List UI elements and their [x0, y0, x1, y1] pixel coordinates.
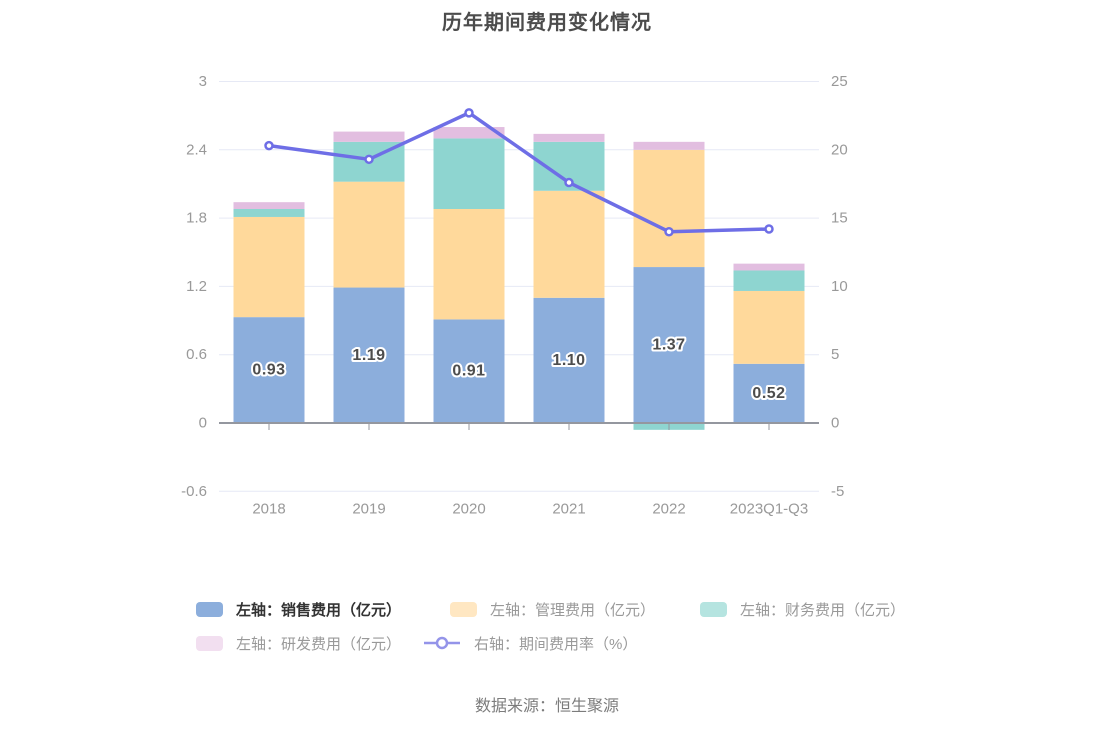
rate-point-2023Q1-Q3[interactable] — [764, 224, 774, 234]
y-axis-label-right: 25 — [831, 73, 848, 90]
y-axis-label-right: 20 — [831, 141, 848, 158]
bar-sales-2022[interactable] — [633, 267, 705, 423]
y-axis-label-left: 0.6 — [186, 346, 207, 363]
bar-management-2021[interactable] — [533, 190, 605, 298]
y-axis-label-right: 0 — [831, 415, 839, 432]
y-axis-label-right: -5 — [831, 483, 844, 500]
x-axis-label-2018: 2018 — [252, 501, 285, 518]
bar-sales-2019[interactable] — [333, 287, 405, 423]
bar-rd-2023Q1-Q3[interactable] — [733, 263, 805, 271]
bar-financial-2023Q1-Q3[interactable] — [733, 270, 805, 291]
bar-rd-2021[interactable] — [533, 133, 605, 142]
bar-sales-2020[interactable] — [433, 319, 505, 423]
legend-label-rd: 左轴：研发费用（亿元） — [236, 635, 402, 653]
legend-swatch-management — [450, 601, 477, 617]
bar-value-label-2022: 1.37 — [652, 337, 685, 354]
y-axis-label-right: 15 — [831, 210, 848, 227]
bar-management-2023Q1-Q3[interactable] — [733, 290, 805, 364]
data-source-note: 数据来源：恒生聚源 — [474, 698, 619, 715]
bar-financial-2018[interactable] — [233, 208, 305, 217]
bar-value-label-2018: 0.93 — [252, 362, 285, 379]
bar-management-2022[interactable] — [633, 149, 705, 268]
legend-item-sales[interactable]: 左轴：销售费用（亿元） — [196, 601, 402, 619]
legend-line-marker-icon — [423, 635, 461, 651]
chart-plot-area: 3 2.4 1.8 1.2 0.6 0 -0.6 25 20 15 10 5 0 -5 2018 2019 20… — [181, 73, 848, 518]
y-axis-label-left: 1.2 — [186, 278, 207, 295]
y-axis-label-left: 3 — [199, 73, 207, 90]
rate-point-2021[interactable] — [564, 177, 574, 188]
x-axis-label-2022: 2022 — [652, 501, 685, 518]
y-axis-label-right: 10 — [831, 278, 848, 295]
legend-item-financial[interactable]: 左轴：财务费用（亿元） — [700, 601, 906, 619]
x-axis-label-2023Q1-Q3: 2023Q1-Q3 — [730, 501, 808, 518]
legend-item-rd[interactable]: 左轴：研发费用（亿元） — [196, 635, 402, 653]
legend-label-management: 左轴：管理费用（亿元） — [490, 601, 656, 619]
bar-sales-2021[interactable] — [533, 297, 605, 423]
y-axis-label-left: 0 — [199, 415, 207, 432]
bar-sales-2023Q1-Q3[interactable] — [733, 363, 805, 423]
legend-item-rate[interactable]: 右轴：期间费用率（%） — [423, 635, 638, 653]
rate-point-2022[interactable] — [664, 226, 674, 237]
legend-label-rate: 右轴：期间费用率（%） — [474, 635, 638, 653]
bar-sales-2018[interactable] — [233, 317, 305, 423]
bar-management-2018[interactable] — [233, 216, 305, 318]
bar-management-2020[interactable] — [433, 208, 505, 320]
chart-title: 历年期间费用变化情况 — [442, 12, 652, 34]
bar-rd-2019[interactable] — [333, 131, 405, 142]
x-axis-label-2019: 2019 — [352, 501, 385, 518]
legend-label-financial: 左轴：财务费用（亿元） — [740, 601, 906, 619]
bar-management-2019[interactable] — [333, 181, 405, 288]
rate-point-2020[interactable] — [464, 108, 474, 118]
y-axis-label-left: -0.6 — [181, 483, 207, 500]
bar-value-label-2021: 1.10 — [552, 352, 585, 369]
bar-rd-2022[interactable] — [633, 141, 705, 150]
y-axis-label-left: 1.8 — [186, 210, 207, 227]
bar-value-label-2023Q1-Q3: 0.52 — [752, 385, 785, 402]
legend-label-sales: 左轴：销售费用（亿元） — [236, 601, 402, 619]
y-axis-label-right: 5 — [831, 346, 839, 363]
rate-point-2019[interactable] — [364, 154, 374, 165]
legend-item-management[interactable]: 左轴：管理费用（亿元） — [450, 601, 656, 619]
legend-swatch-sales — [196, 601, 223, 617]
bar-rd-2018[interactable] — [233, 202, 305, 209]
bar-value-label-2019: 1.19 — [352, 347, 385, 364]
rate-line — [267, 111, 771, 234]
y-axis-label-left: 2.4 — [186, 141, 207, 158]
bar-rd-2020[interactable] — [433, 127, 505, 139]
x-axis-label-2021: 2021 — [552, 501, 585, 518]
legend-swatch-financial — [700, 601, 727, 617]
bar-value-label-2020: 0.91 — [452, 363, 485, 380]
x-axis-label-2020: 2020 — [452, 501, 485, 518]
legend-swatch-rd — [196, 635, 223, 651]
bar-financial-2020[interactable] — [433, 138, 505, 209]
rate-point-2018[interactable] — [264, 140, 274, 151]
